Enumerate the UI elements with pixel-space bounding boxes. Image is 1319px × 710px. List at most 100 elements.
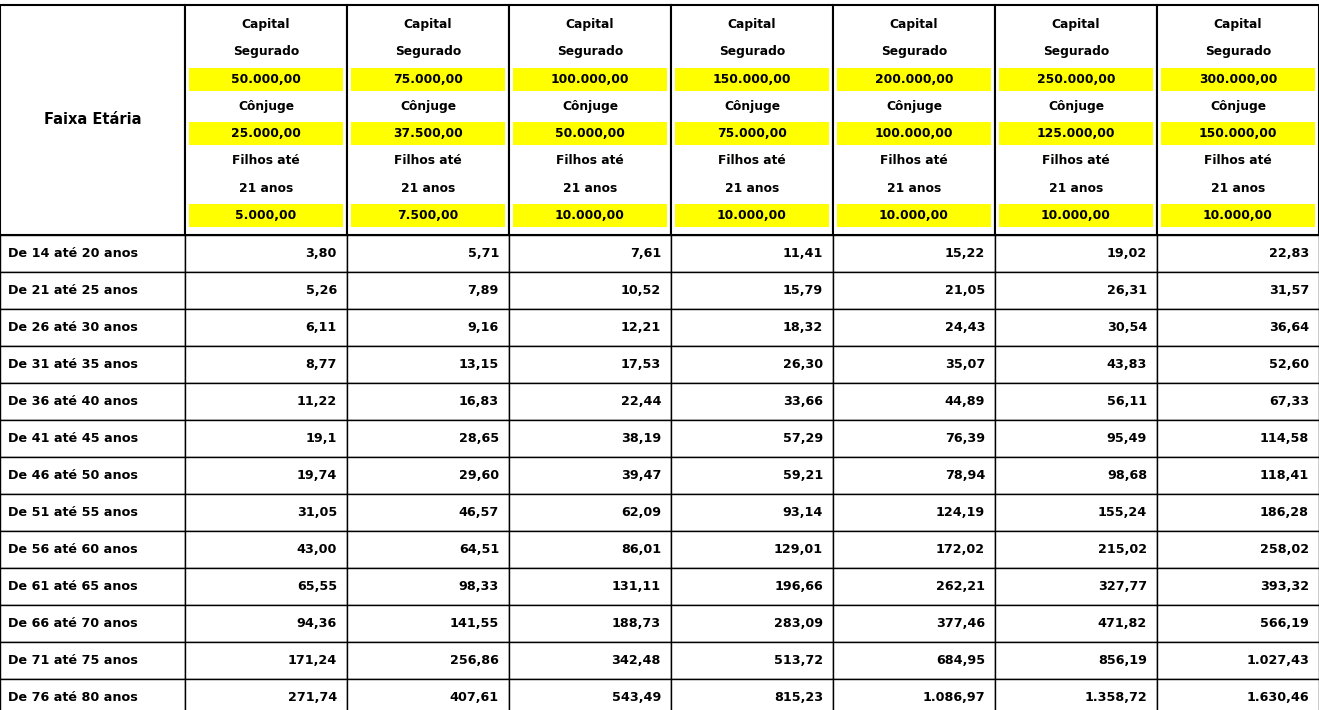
Text: 131,11: 131,11 <box>612 580 661 593</box>
Bar <box>1161 122 1315 146</box>
Text: 300.000,00: 300.000,00 <box>1199 72 1277 86</box>
Bar <box>509 5 671 235</box>
Bar <box>347 679 509 710</box>
Text: 1.630,46: 1.630,46 <box>1246 691 1308 704</box>
Bar <box>671 568 834 605</box>
Text: 43,00: 43,00 <box>297 543 336 556</box>
Text: Segurado: Segurado <box>557 45 623 58</box>
Text: De 14 até 20 anos: De 14 até 20 anos <box>8 247 138 260</box>
Text: De 66 até 70 anos: De 66 até 70 anos <box>8 617 137 630</box>
Bar <box>834 679 995 710</box>
Bar <box>834 420 995 457</box>
Text: De 41 até 45 anos: De 41 até 45 anos <box>8 432 138 445</box>
Text: 155,24: 155,24 <box>1097 506 1148 519</box>
Bar <box>834 383 995 420</box>
Bar <box>189 67 343 91</box>
Bar <box>834 494 995 531</box>
Text: 172,02: 172,02 <box>936 543 985 556</box>
Text: 1.086,97: 1.086,97 <box>922 691 985 704</box>
Text: 7,61: 7,61 <box>629 247 661 260</box>
Text: Segurado: Segurado <box>719 45 785 58</box>
Bar <box>834 235 995 272</box>
Bar <box>0 568 185 605</box>
Text: Faixa Etária: Faixa Etária <box>44 112 141 128</box>
Text: Cônjuge: Cônjuge <box>886 100 942 113</box>
Text: 75.000,00: 75.000,00 <box>393 72 463 86</box>
Bar <box>185 568 347 605</box>
Bar <box>0 605 185 642</box>
Text: 98,68: 98,68 <box>1107 469 1148 482</box>
Bar <box>509 272 671 309</box>
Text: 150.000,00: 150.000,00 <box>1199 127 1277 140</box>
Bar <box>1157 531 1319 568</box>
Text: 86,01: 86,01 <box>621 543 661 556</box>
Bar <box>998 67 1153 91</box>
Text: 95,49: 95,49 <box>1107 432 1148 445</box>
Text: 10,52: 10,52 <box>621 284 661 297</box>
Bar <box>998 204 1153 227</box>
Text: 94,36: 94,36 <box>297 617 336 630</box>
Text: 25.000,00: 25.000,00 <box>231 127 301 140</box>
Bar <box>509 568 671 605</box>
Text: 10.000,00: 10.000,00 <box>718 209 787 222</box>
Bar <box>347 605 509 642</box>
Bar <box>509 531 671 568</box>
Bar <box>995 642 1157 679</box>
Text: 8,77: 8,77 <box>306 358 336 371</box>
Text: 24,43: 24,43 <box>944 321 985 334</box>
Text: 188,73: 188,73 <box>612 617 661 630</box>
Text: 342,48: 342,48 <box>612 654 661 667</box>
Text: 3,80: 3,80 <box>306 247 336 260</box>
Bar <box>671 642 834 679</box>
Text: Capital: Capital <box>241 18 290 31</box>
Bar <box>347 5 509 235</box>
Text: Cônjuge: Cônjuge <box>400 100 456 113</box>
Text: 78,94: 78,94 <box>944 469 985 482</box>
Text: 19,1: 19,1 <box>306 432 336 445</box>
Text: Cônjuge: Cônjuge <box>237 100 294 113</box>
Text: Cônjuge: Cônjuge <box>724 100 780 113</box>
Text: De 21 até 25 anos: De 21 até 25 anos <box>8 284 138 297</box>
Text: 543,49: 543,49 <box>612 691 661 704</box>
Bar <box>995 309 1157 346</box>
Text: De 61 até 65 anos: De 61 até 65 anos <box>8 580 137 593</box>
Bar <box>347 494 509 531</box>
Text: 684,95: 684,95 <box>936 654 985 667</box>
Bar <box>509 457 671 494</box>
Text: 50.000,00: 50.000,00 <box>555 127 625 140</box>
Bar <box>513 204 667 227</box>
Text: 10.000,00: 10.000,00 <box>555 209 625 222</box>
Text: 13,15: 13,15 <box>459 358 499 371</box>
Bar <box>351 204 505 227</box>
Bar <box>347 346 509 383</box>
Text: 21 anos: 21 anos <box>401 182 455 195</box>
Bar <box>1157 679 1319 710</box>
Text: 22,83: 22,83 <box>1269 247 1308 260</box>
Bar <box>0 309 185 346</box>
Text: 26,31: 26,31 <box>1107 284 1148 297</box>
Bar <box>671 679 834 710</box>
Bar <box>185 457 347 494</box>
Text: 186,28: 186,28 <box>1260 506 1308 519</box>
Text: 114,58: 114,58 <box>1260 432 1308 445</box>
Text: 171,24: 171,24 <box>288 654 336 667</box>
Bar <box>1157 457 1319 494</box>
Bar <box>1157 346 1319 383</box>
Text: 28,65: 28,65 <box>459 432 499 445</box>
Text: 7,89: 7,89 <box>468 284 499 297</box>
Text: 64,51: 64,51 <box>459 543 499 556</box>
Bar <box>998 122 1153 146</box>
Bar <box>675 204 830 227</box>
Bar <box>995 457 1157 494</box>
Text: 124,19: 124,19 <box>935 506 985 519</box>
Bar <box>1157 568 1319 605</box>
Text: Cônjuge: Cônjuge <box>562 100 619 113</box>
Bar <box>185 531 347 568</box>
Text: 11,22: 11,22 <box>297 395 336 408</box>
Bar <box>838 204 991 227</box>
Text: 215,02: 215,02 <box>1097 543 1148 556</box>
Bar <box>185 272 347 309</box>
Bar <box>185 235 347 272</box>
Bar <box>995 531 1157 568</box>
Text: 271,74: 271,74 <box>288 691 336 704</box>
